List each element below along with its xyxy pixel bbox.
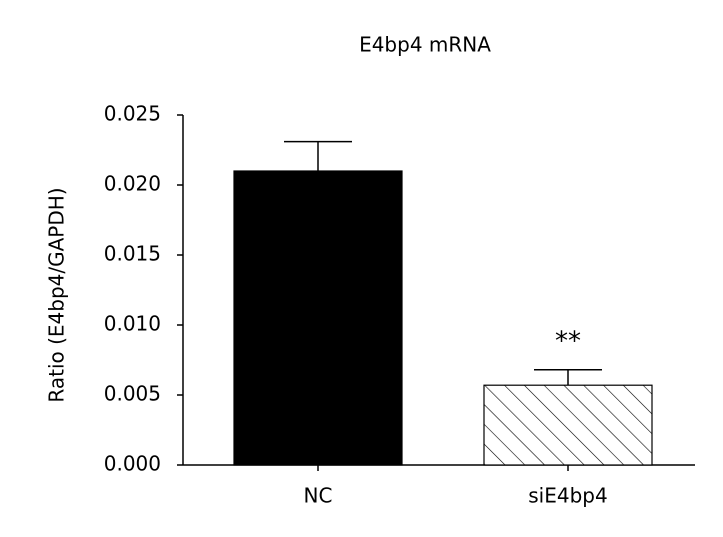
bar xyxy=(483,384,653,466)
y-tick-label: 0.005 xyxy=(104,382,161,406)
significance-label: ** xyxy=(555,326,581,356)
y-tick-label: 0.025 xyxy=(104,102,161,126)
y-tick-label: 0.015 xyxy=(104,242,161,266)
x-tick-label: NC xyxy=(304,484,333,508)
y-tick-label: 0.000 xyxy=(104,452,161,476)
chart-title: E4bp4 mRNA xyxy=(359,33,491,57)
x-tick-label: siE4bp4 xyxy=(528,484,607,508)
y-axis-label: Ratio (E4bp4/GAPDH) xyxy=(45,187,69,402)
y-tick-label: 0.020 xyxy=(104,172,161,196)
y-tick-label: 0.010 xyxy=(104,312,161,336)
bar xyxy=(233,170,403,466)
